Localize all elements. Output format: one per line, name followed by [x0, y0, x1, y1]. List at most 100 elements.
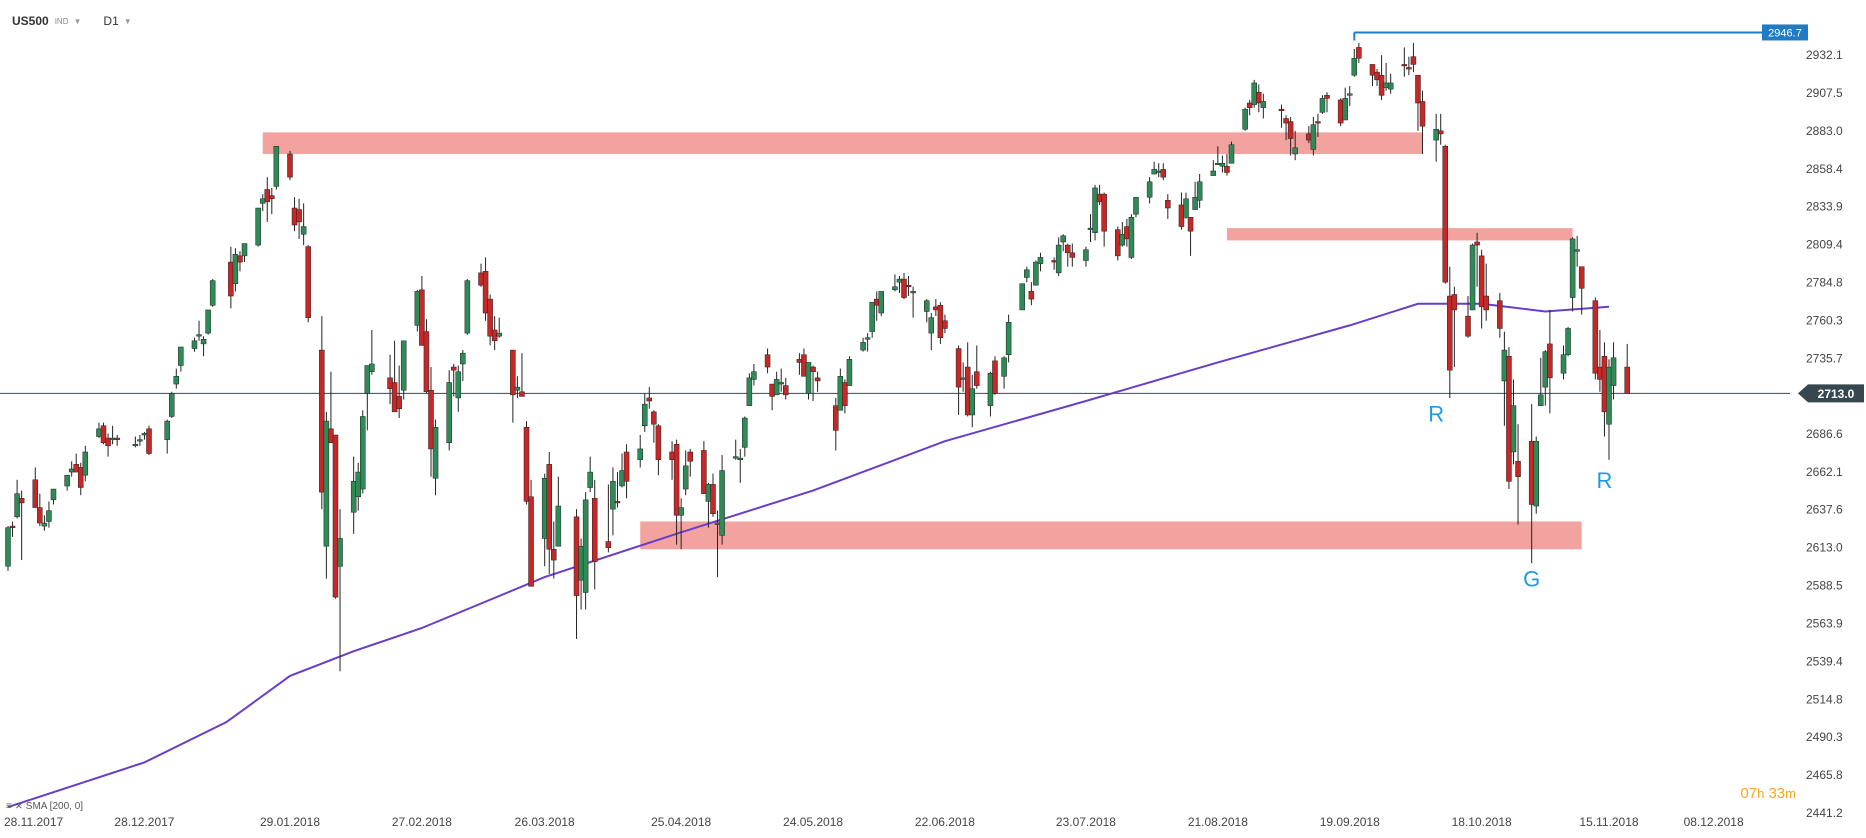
candle-body-79: [528, 496, 534, 587]
candle-body-32: [228, 261, 234, 297]
candle-body-182: [1210, 170, 1217, 176]
candle-body-132: [878, 291, 885, 314]
candle-body-140: [933, 306, 939, 311]
y-tick-label-3: 2858.4: [1806, 162, 1843, 176]
candle-body-175: [1160, 169, 1167, 178]
candle-body-223: [1474, 241, 1480, 246]
symbol-label[interactable]: US500: [12, 14, 49, 28]
candle-body-96: [646, 397, 653, 402]
indicator-menu-icon[interactable]: ≡ ⨯: [6, 801, 23, 812]
candle-body-245: [1610, 357, 1617, 386]
candle-body-141: [937, 305, 944, 338]
candle-body-83: [555, 505, 562, 547]
candle-body-43: [296, 209, 302, 223]
candle-body-54: [364, 365, 371, 394]
candle-body-208: [1378, 74, 1385, 96]
candle-body-31: [209, 280, 216, 306]
candle-body-241: [1592, 300, 1599, 374]
candle-body-62: [423, 331, 430, 393]
y-tick-label-16: 2514.8: [1806, 692, 1843, 706]
y-tick-label-4: 2833.9: [1806, 200, 1843, 214]
candle-body-197: [1310, 124, 1317, 150]
candle-body-238: [1569, 238, 1576, 298]
candle-body-59: [400, 340, 407, 391]
candle-body-218: [1442, 146, 1449, 283]
candle-body-139: [928, 317, 935, 334]
candle-body-176: [1165, 200, 1171, 209]
candle-body-92: [619, 470, 625, 487]
candle-body-231: [1528, 440, 1535, 505]
candle-body-12: [78, 467, 84, 488]
y-tick-label-17: 2490.3: [1806, 730, 1843, 744]
candle-body-125: [837, 376, 844, 411]
y-tick-label-12: 2613.0: [1806, 541, 1843, 555]
candle-body-5: [37, 507, 43, 524]
symbol-dropdown-icon[interactable]: ▼: [73, 16, 82, 26]
x-tick-label-12: 15.11.2018: [1579, 815, 1638, 829]
candle-body-38: [264, 189, 271, 203]
candle-body-235: [1547, 343, 1553, 379]
candle-body-162: [1083, 249, 1089, 261]
y-tick-label-8: 2735.7: [1806, 351, 1843, 365]
candle-body-160: [1065, 244, 1071, 254]
candle-body-151: [1005, 322, 1012, 355]
candle-body-109: [732, 456, 739, 459]
candle-body-34: [237, 255, 243, 263]
candle-body-14: [96, 428, 102, 437]
annotation-label-2: G: [1523, 567, 1540, 592]
candle-body-73: [491, 329, 498, 342]
candle-body-8: [50, 488, 57, 501]
candle-body-226: [1497, 300, 1503, 329]
timeframe-label[interactable]: D1: [103, 14, 119, 28]
x-tick-label-1: 28.12.2017: [114, 815, 174, 829]
candle-body-48: [328, 428, 334, 443]
candle-body-244: [1606, 366, 1612, 425]
candle-body-145: [964, 366, 971, 416]
candle-body-21: [141, 433, 148, 436]
candle-body-147: [974, 371, 980, 386]
candle-body-95: [642, 403, 648, 426]
candle-body-7: [46, 510, 52, 522]
candle-body-153: [1024, 269, 1030, 278]
candle-body-116: [773, 379, 780, 396]
candle-body-157: [1051, 260, 1057, 263]
candle-body-18: [114, 437, 120, 440]
candle-body-201: [1337, 99, 1344, 124]
candle-body-158: [1055, 244, 1062, 274]
candle-body-180: [1192, 196, 1198, 210]
candle-body-99: [669, 451, 675, 460]
candle-body-72: [487, 298, 493, 337]
x-tick-label-2: 29.01.2018: [260, 815, 320, 829]
candle-body-76: [514, 386, 521, 391]
candle-body-166: [1101, 193, 1107, 232]
candle-body-74: [496, 332, 502, 337]
candle-body-237: [1565, 328, 1571, 355]
candle-body-70: [478, 272, 484, 286]
candle-body-191: [1260, 101, 1267, 108]
candle-body-37: [259, 198, 266, 204]
annotation-label-3: R: [1597, 468, 1613, 493]
y-tick-label-15: 2539.4: [1806, 654, 1843, 668]
candle-body-211: [1401, 64, 1408, 67]
candle-body-84: [573, 516, 580, 596]
candle-body-177: [1178, 204, 1185, 227]
timeframe-dropdown-icon[interactable]: ▼: [123, 16, 132, 26]
y-tick-label-5: 2809.4: [1806, 237, 1843, 251]
candle-body-230: [1515, 461, 1521, 477]
candle-body-129: [864, 337, 871, 340]
candle-body-194: [1287, 121, 1294, 139]
candle-body-134: [896, 278, 903, 283]
candle-body-225: [1483, 295, 1489, 311]
candle-body-143: [955, 348, 962, 388]
candle-body-227: [1501, 349, 1508, 382]
candle-body-170: [1128, 217, 1135, 258]
candle-body-130: [869, 301, 875, 332]
candle-body-200: [1324, 95, 1330, 99]
candle-body-204: [1351, 57, 1358, 76]
indicator-legend[interactable]: ≡ ⨯ SMA [200, 0]: [6, 801, 83, 812]
candle-body-169: [1124, 226, 1130, 240]
candle-body-152: [1019, 283, 1026, 311]
resistance-zone-1: [262, 132, 1423, 154]
candle-body-41: [287, 153, 293, 178]
candle-body-6: [41, 522, 48, 527]
